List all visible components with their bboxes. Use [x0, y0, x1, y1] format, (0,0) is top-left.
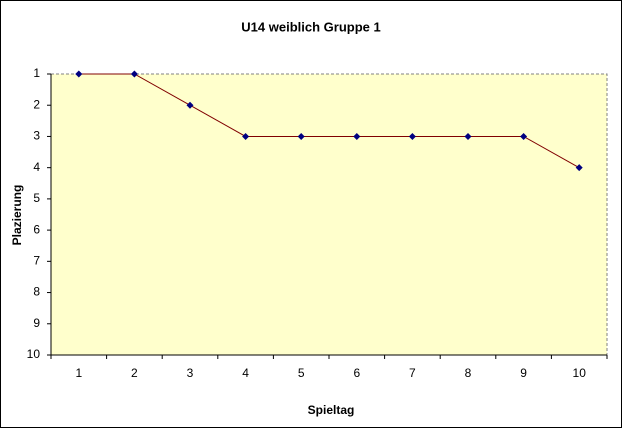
- y-tick-label: 4: [33, 160, 40, 174]
- chart-title: U14 weiblich Gruppe 1: [241, 19, 380, 34]
- y-tick-label: 2: [33, 97, 40, 111]
- y-tick-label: 3: [33, 129, 40, 143]
- data-point: [520, 132, 528, 140]
- y-tick-label: 10: [27, 347, 41, 361]
- x-tick-label: 1: [75, 366, 82, 380]
- x-tick-label: 3: [187, 366, 194, 380]
- x-tick-label: 9: [520, 366, 527, 380]
- data-point: [575, 164, 583, 172]
- data-point: [186, 101, 194, 109]
- y-tick-label: 7: [33, 254, 40, 268]
- x-tick-label: 8: [465, 366, 472, 380]
- data-point: [464, 132, 472, 140]
- y-tick-label: 8: [33, 285, 40, 299]
- y-tick-label: 5: [33, 191, 40, 205]
- data-point: [242, 132, 250, 140]
- data-point: [297, 132, 305, 140]
- plot-area: [50, 73, 608, 356]
- x-tick-label: 7: [409, 366, 416, 380]
- data-point: [353, 132, 361, 140]
- y-tick-label: 6: [33, 222, 40, 236]
- series-line: [78, 73, 580, 169]
- x-tick-label: 4: [242, 366, 249, 380]
- x-tick-label: 10: [573, 366, 587, 380]
- x-axis-title: Spieltag: [308, 403, 355, 417]
- y-tick-label: 9: [33, 316, 40, 330]
- x-tick-label: 6: [353, 366, 360, 380]
- data-point: [408, 132, 416, 140]
- x-tick-label: 2: [131, 366, 138, 380]
- data-point: [75, 70, 83, 78]
- x-tick-label: 5: [298, 366, 305, 380]
- data-point: [130, 70, 138, 78]
- y-axis-title: Plazierung: [10, 185, 24, 246]
- y-tick-label: 1: [33, 66, 40, 80]
